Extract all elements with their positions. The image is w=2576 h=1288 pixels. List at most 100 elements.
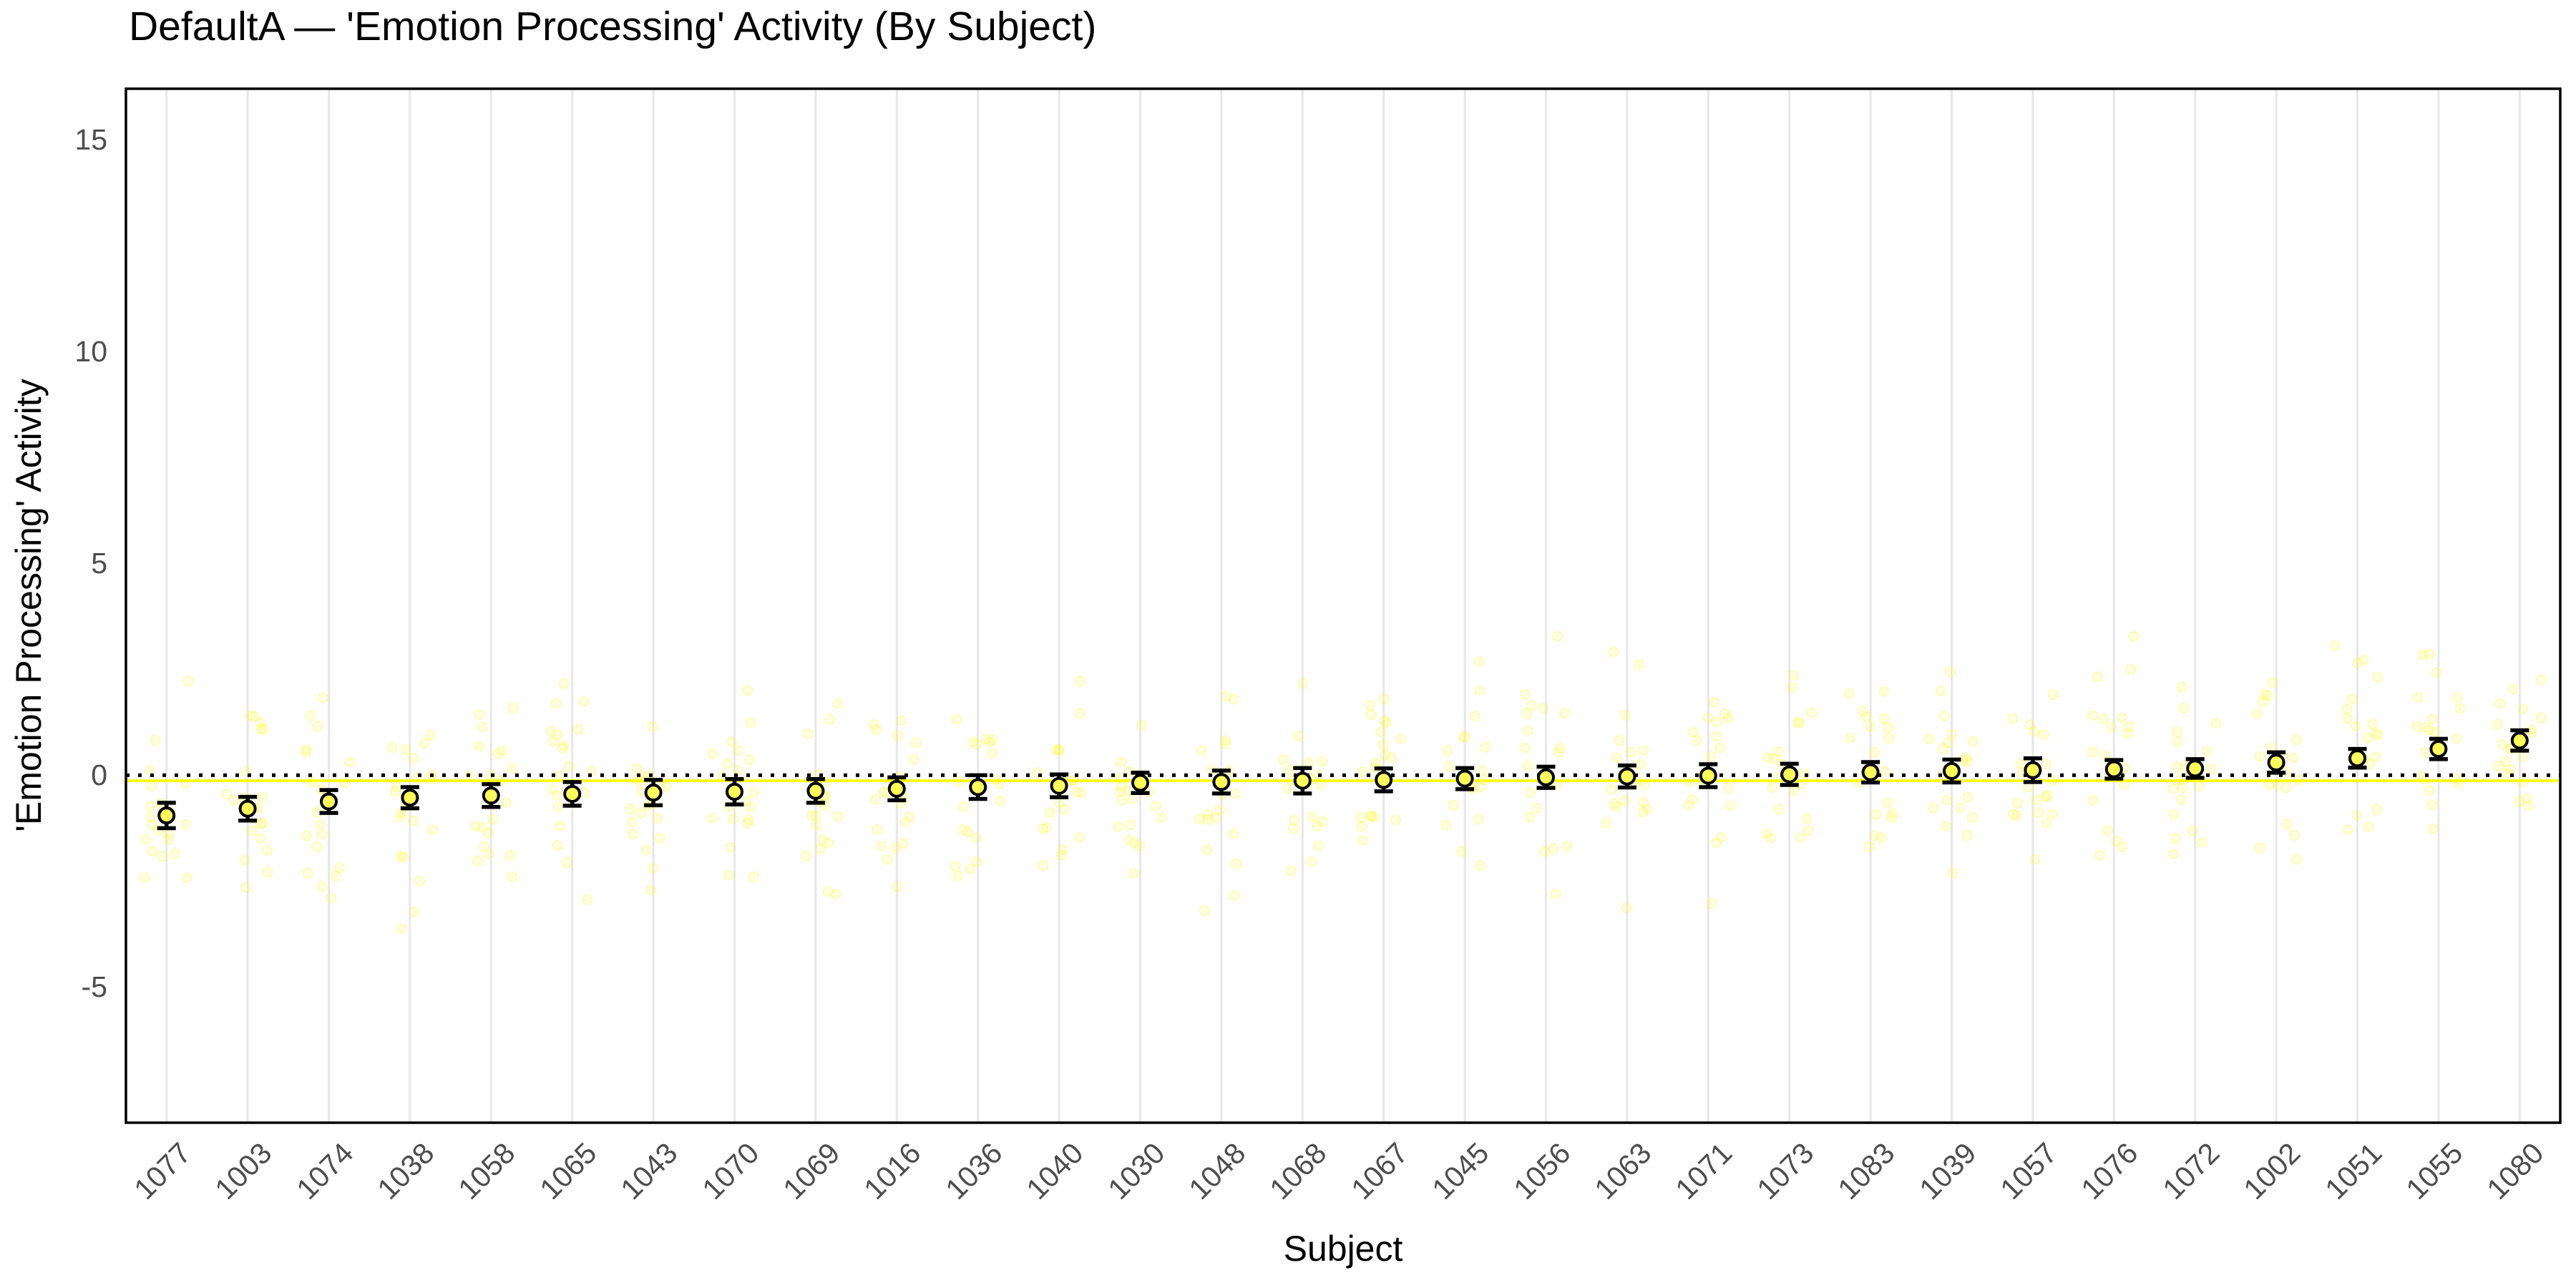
jitter-point (2526, 727, 2537, 738)
jitter-point (2358, 655, 2369, 666)
jitter-point (627, 829, 638, 840)
jitter-point (733, 745, 744, 756)
jitter-point (333, 862, 345, 874)
jitter-point (2167, 848, 2179, 859)
jitter-point (1606, 784, 1617, 795)
jitter-point (1366, 709, 1377, 721)
jitter-point (414, 875, 426, 887)
jitter-point (882, 854, 893, 865)
jitter-point (1113, 821, 1124, 832)
jitter-point (1448, 799, 1459, 811)
jitter-point (706, 812, 718, 824)
jitter-point (1287, 823, 1299, 834)
jitter-point (801, 850, 812, 862)
mean-point (1537, 768, 1555, 786)
jitter-point (2012, 798, 2024, 809)
jitter-point (2370, 751, 2381, 763)
jitter-point (302, 867, 313, 879)
jitter-point (474, 709, 485, 721)
jitter-point (1074, 708, 1085, 719)
jitter-point (182, 675, 194, 687)
jitter-point (1202, 809, 1214, 820)
jitter-point (1802, 825, 1814, 836)
jitter-point (1550, 888, 1561, 899)
jitter-point (2291, 854, 2303, 865)
jitter-point (507, 763, 518, 774)
mean-point (2348, 749, 2366, 768)
jitter-point (140, 834, 151, 845)
jitter-point (1614, 735, 1625, 746)
jitter-point (1229, 890, 1240, 902)
jitter-point (255, 819, 266, 830)
jitter-point (1551, 630, 1563, 642)
jitter-point (1521, 707, 1533, 718)
jitter-point (2499, 756, 2511, 767)
jitter-point (1954, 802, 1966, 814)
jitter-point (2419, 746, 2431, 758)
jitter-point (2087, 794, 2099, 806)
mean-point (157, 806, 176, 825)
jitter-point (733, 764, 744, 776)
jitter-point (2372, 729, 2384, 741)
jitter-point (1878, 766, 1890, 777)
jitter-point (1878, 713, 1890, 725)
jitter-point (1625, 746, 1636, 758)
jitter-point (1710, 836, 1722, 848)
jitter-point (2011, 810, 2022, 821)
jitter-point (425, 730, 436, 741)
jitter-point (1473, 814, 1484, 825)
jitter-point (889, 843, 901, 854)
jitter-point (1442, 745, 1453, 756)
jitter-point (2117, 841, 2128, 852)
jitter-point (1788, 785, 1800, 796)
jitter-point (2521, 793, 2532, 804)
jitter-point (832, 698, 844, 709)
jitter-point (311, 721, 323, 732)
jitter-point (1053, 743, 1064, 755)
mean-point (2267, 753, 2285, 772)
jitter-point (1041, 822, 1053, 834)
jitter-point (1283, 764, 1294, 776)
jitter-point (301, 744, 312, 756)
jitter-point (2125, 664, 2137, 675)
jitter-point (146, 781, 157, 792)
jitter-point (314, 819, 326, 830)
jitter-point (2280, 782, 2292, 794)
jitter-point (1719, 708, 1731, 720)
jitter-point (748, 871, 760, 882)
jitter-point (1962, 791, 1974, 803)
jitter-point (479, 841, 490, 852)
jitter-point (654, 832, 665, 844)
jitter-point (1365, 810, 1377, 821)
jitter-point (1116, 794, 1127, 806)
jitter-point (386, 742, 398, 753)
jitter-point (1458, 731, 1469, 743)
jitter-point (2170, 833, 2181, 844)
jitter-point (2412, 692, 2424, 703)
jitter-point (1641, 803, 1653, 814)
jitter-point (1940, 820, 1951, 831)
jitter-point (419, 738, 430, 749)
jitter-point (660, 781, 672, 793)
jitter-point (1638, 745, 1649, 756)
jitter-point (1277, 754, 1289, 766)
jitter-point (1129, 837, 1141, 849)
jitter-point (306, 776, 318, 788)
jitter-point (1708, 696, 1719, 708)
jitter-point (550, 698, 562, 709)
jitter-point (950, 861, 961, 872)
jitter-point (2193, 781, 2205, 792)
jitter-point (1795, 832, 1807, 844)
jitter-point (2259, 689, 2270, 701)
jitter-point (1961, 830, 1973, 841)
jitter-point (2342, 713, 2353, 724)
jitter-point (1073, 832, 1085, 844)
jitter-point (2513, 796, 2524, 807)
jitter-point (147, 819, 158, 830)
jitter-point (2494, 698, 2506, 709)
jitter-point (1469, 711, 1480, 722)
jitter-point (2288, 752, 2299, 763)
jitter-point (1792, 716, 1804, 728)
jitter-point (899, 816, 911, 828)
